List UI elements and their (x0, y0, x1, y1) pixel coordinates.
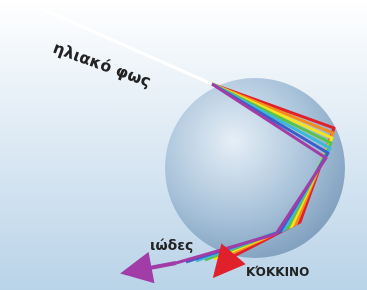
red-label: ΚΌΚΚΙΝΟ (246, 265, 309, 279)
violet-label: ιώδες (150, 238, 193, 254)
raindrop-diagram: ηλιακό φως ιώδες ΚΌΚΚΙΝΟ (0, 0, 367, 290)
